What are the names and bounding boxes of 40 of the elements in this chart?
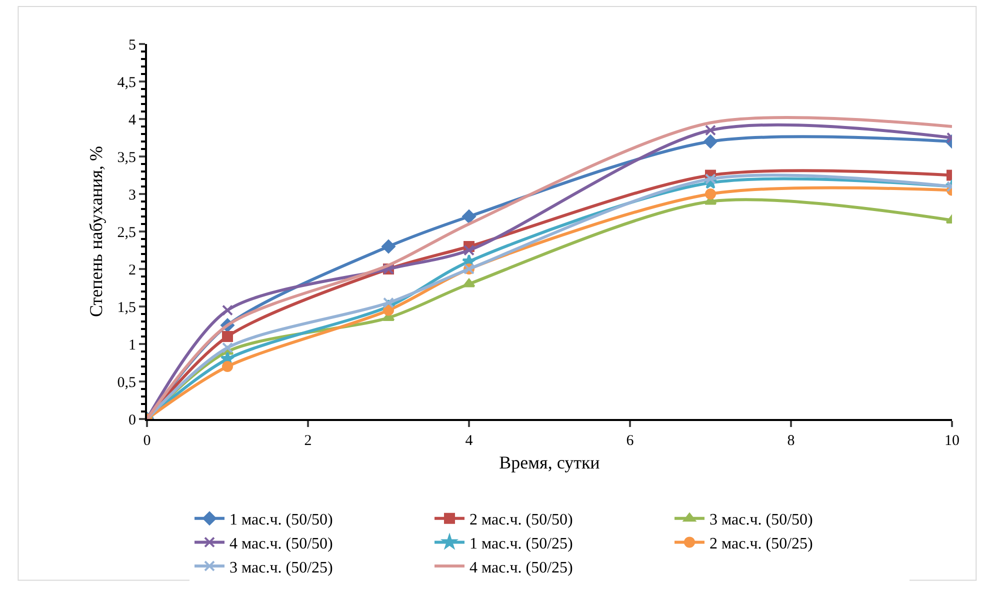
point xyxy=(464,244,474,256)
point xyxy=(222,361,233,372)
legend-label: 4 мас.ч. (50/50) xyxy=(230,535,333,552)
y-tick-label: 1 xyxy=(128,337,136,354)
point xyxy=(222,304,233,316)
legend-label: 2 мас.ч. (50/25) xyxy=(710,535,813,552)
y-tick-label: 0 xyxy=(128,412,136,428)
y-tick-label: 2,5 xyxy=(117,224,136,241)
legend-label: 3 мас.ч. (50/50) xyxy=(710,512,813,529)
y-tick-label: 4 xyxy=(128,112,136,128)
point xyxy=(705,124,716,136)
y-tick-label: 1,5 xyxy=(117,300,136,316)
x-axis-title: Время, сутки xyxy=(499,452,600,473)
y-tick-label: 3 xyxy=(128,187,136,204)
legend-label: 1 мас.ч. (50/50) xyxy=(230,512,333,529)
point xyxy=(382,240,396,254)
y-tick-label: 0,5 xyxy=(117,374,136,391)
point xyxy=(462,210,476,224)
x-tick-label: 8 xyxy=(787,433,795,449)
x-tick-label: 6 xyxy=(626,433,634,449)
y-tick-label: 3,5 xyxy=(117,150,136,166)
x-tick-label: 10 xyxy=(944,433,960,449)
y-tick-label: 4,5 xyxy=(117,74,136,91)
y-tick-label: 5 xyxy=(128,37,136,54)
legend-label: 2 мас.ч. (50/50) xyxy=(470,512,573,529)
point xyxy=(383,297,394,308)
point xyxy=(222,331,233,342)
point xyxy=(705,188,716,200)
legend-label: 1 мас.ч. (50/25) xyxy=(470,535,573,552)
legend-label: 3 мас.ч. (50/25) xyxy=(230,559,333,576)
point xyxy=(222,342,233,354)
point xyxy=(705,174,716,184)
x-tick-label: 4 xyxy=(465,433,474,449)
x-tick-label: 0 xyxy=(143,433,151,449)
legend-label: 4 мас.ч. (50/25) xyxy=(470,559,573,576)
point xyxy=(704,134,718,148)
x-tick-label: 2 xyxy=(304,433,312,449)
point xyxy=(383,304,394,316)
y-tick-label: 2 xyxy=(128,262,136,278)
y-axis-title: Степень набухания, % xyxy=(86,146,106,317)
